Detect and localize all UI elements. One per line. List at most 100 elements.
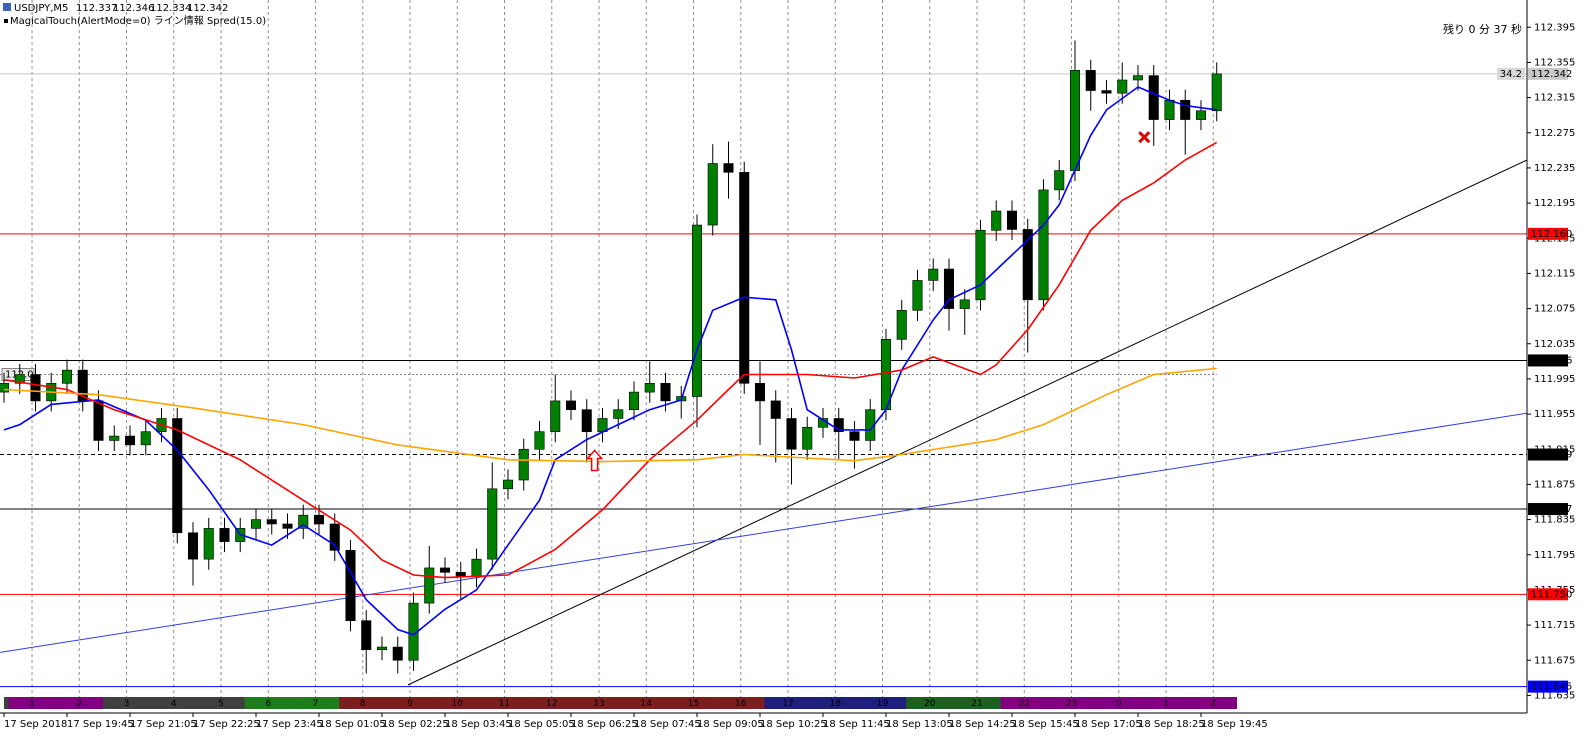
candle-body xyxy=(298,514,309,529)
hour-label: 22 xyxy=(1019,699,1030,709)
y-tick-label: 111.795 xyxy=(1534,550,1575,561)
hour-label: 13 xyxy=(593,699,604,709)
hour-segment xyxy=(669,697,718,709)
hour-segment xyxy=(339,697,387,709)
candle-body xyxy=(928,268,939,281)
hour-label: 18 xyxy=(830,699,842,709)
hour-label: 6 xyxy=(265,699,271,709)
candle-body xyxy=(140,431,151,446)
price-level-box xyxy=(1528,588,1568,601)
hour-label: 8 xyxy=(360,699,366,709)
x-tick-label: 17 Sep 23:45 xyxy=(256,719,323,730)
x-tick-label: 17 Sep 19:45 xyxy=(67,719,134,730)
candle-body xyxy=(880,339,892,410)
candle-body xyxy=(266,519,277,525)
hour-label: 1 xyxy=(29,699,35,709)
candle-body xyxy=(0,383,10,393)
candle-body xyxy=(1211,73,1222,112)
y-tick-label: 111.875 xyxy=(1534,479,1575,490)
hour-segment xyxy=(1189,697,1237,709)
candle-body xyxy=(644,383,655,393)
candle-body xyxy=(313,514,325,525)
header-low: 112.334 xyxy=(150,3,191,14)
hour-segment xyxy=(528,697,576,709)
candle-body xyxy=(691,224,703,397)
hour-segment xyxy=(906,697,954,709)
price-level-box xyxy=(1528,680,1568,693)
indicator-icon xyxy=(4,19,8,23)
candle-body xyxy=(424,567,435,604)
y-tick-label: 112.355 xyxy=(1534,57,1575,68)
candle-body xyxy=(754,383,766,402)
y-tick-label: 111.675 xyxy=(1534,655,1575,666)
candle-body xyxy=(219,528,230,542)
candle-body xyxy=(1195,110,1207,120)
x-tick-label: 17 Sep 22:25 xyxy=(193,719,260,730)
x-tick-label: 18 Sep 03:45 xyxy=(445,719,512,730)
x-tick-label: 18 Sep 11:45 xyxy=(823,719,890,730)
hour-segment xyxy=(575,697,623,709)
candle-body xyxy=(187,532,199,560)
candle-body xyxy=(959,299,970,309)
candle-body xyxy=(1117,79,1128,94)
price-level-label: 112.160 xyxy=(1531,229,1572,240)
hour-segment xyxy=(764,697,812,709)
hour-segment xyxy=(1000,697,1048,709)
hour-label: 10 xyxy=(452,699,464,709)
hour-segment xyxy=(811,697,859,709)
symbol-icon xyxy=(3,3,11,11)
candle-body xyxy=(30,374,41,402)
x-tick-label: 18 Sep 07:45 xyxy=(634,719,701,730)
hour-segment xyxy=(197,697,245,709)
candle-body xyxy=(282,523,293,529)
candle-body xyxy=(565,400,577,410)
candle-body xyxy=(14,374,25,384)
hour-segment xyxy=(1047,697,1096,709)
moving-average xyxy=(3,86,1217,636)
hour-label: 16 xyxy=(735,699,747,709)
hour-label: 7 xyxy=(313,699,319,709)
candle-body xyxy=(1038,189,1049,301)
price-level-box xyxy=(1528,354,1568,367)
hour-label: 3 xyxy=(124,699,130,709)
candle-body xyxy=(1006,210,1018,230)
y-tick-label: 111.635 xyxy=(1534,690,1575,701)
timer-text: 残り 0 分 37 秒 xyxy=(1443,22,1522,36)
price-level-label: 112.016 xyxy=(1531,355,1572,366)
candle-body xyxy=(991,210,1002,231)
x-tick-label: 18 Sep 17:05 xyxy=(1075,719,1142,730)
candle-body xyxy=(203,528,214,560)
x-tick-label: 18 Sep 09:05 xyxy=(697,719,764,730)
trendline xyxy=(0,412,1528,653)
candle-body xyxy=(93,400,104,441)
y-tick-label: 112.075 xyxy=(1534,304,1575,315)
buy-arrow xyxy=(585,449,604,472)
candle-body xyxy=(250,519,262,529)
candle-body xyxy=(502,479,514,490)
candle-body xyxy=(439,567,451,573)
x-tick-label: 18 Sep 10:25 xyxy=(760,719,827,730)
candle-body xyxy=(550,400,561,432)
candle-body xyxy=(628,391,640,410)
candle-body xyxy=(739,172,750,384)
price-level-box xyxy=(1528,67,1568,80)
y-tick-label: 112.115 xyxy=(1534,268,1575,279)
candle-body xyxy=(1132,75,1144,81)
hour-label: 23 xyxy=(1066,699,1077,709)
hour-segment xyxy=(1142,697,1190,709)
candle-body xyxy=(471,558,482,578)
candle-body xyxy=(329,523,340,551)
x-tick-label: 18 Sep 02:25 xyxy=(382,719,449,730)
hour-label: 2 xyxy=(1210,699,1216,709)
hour-label: 21 xyxy=(971,699,982,709)
price-level-label: 111.909 xyxy=(1531,450,1572,461)
hour-label: 19 xyxy=(877,699,889,709)
candle-body xyxy=(376,646,388,651)
x-tick-label: 18 Sep 15:45 xyxy=(1012,719,1079,730)
y-tick-label: 112.235 xyxy=(1534,163,1575,174)
candle-body xyxy=(1164,99,1175,120)
y-tick-label: 112.195 xyxy=(1534,198,1575,209)
hour-label: 0 xyxy=(1116,699,1122,709)
x-tick-label: 18 Sep 18:25 xyxy=(1138,719,1205,730)
